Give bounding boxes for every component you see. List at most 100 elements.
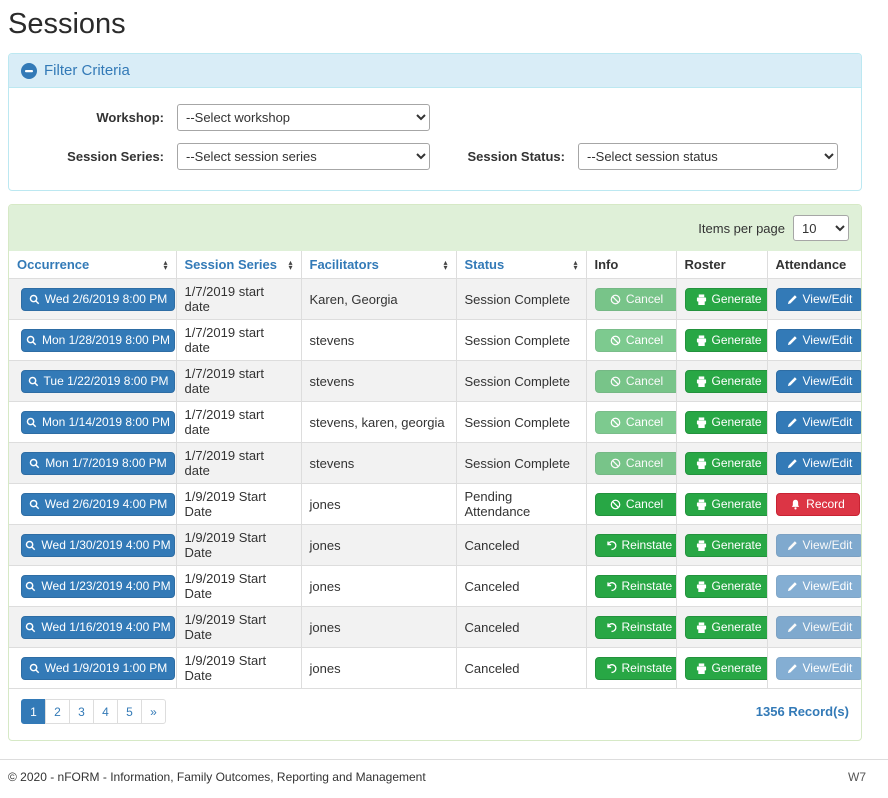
occurrence-button[interactable]: Mon 1/7/2019 8:00 PM (21, 451, 175, 475)
view-edit-button: View/Edit (775, 533, 861, 557)
page-button-5[interactable]: 5 (117, 699, 142, 724)
generate-button[interactable]: Generate (684, 615, 766, 639)
occurrence-button[interactable]: Tue 1/22/2019 8:00 PM (21, 369, 175, 393)
roster-cell: Generate (675, 401, 768, 443)
page-button-4[interactable]: 4 (93, 699, 118, 724)
occurrence-button[interactable]: Wed 2/6/2019 8:00 PM (21, 287, 175, 311)
ban-icon (610, 376, 621, 387)
generate-button[interactable]: Generate (684, 410, 766, 434)
occurrence-cell: Wed 1/9/2019 1:00 PM (9, 647, 177, 689)
column-header-status[interactable]: Status ▴ ▾ (455, 251, 587, 279)
occurrence-button[interactable]: Wed 2/6/2019 4:00 PM (21, 492, 175, 516)
sort-icon: ▴ ▾ (163, 257, 168, 272)
undo-icon (606, 622, 617, 633)
items-per-page-select[interactable]: 10 (793, 215, 849, 241)
occurrence-button[interactable]: Wed 1/16/2019 4:00 PM (21, 615, 175, 639)
attendance-cell: Record (766, 483, 861, 525)
occurrence-cell: Tue 1/22/2019 8:00 PM (9, 360, 177, 402)
search-icon (29, 499, 40, 510)
filter-criteria-title: Filter Criteria (44, 62, 130, 79)
generate-button[interactable]: Generate (684, 533, 766, 557)
status-cell: Pending Attendance (455, 483, 587, 525)
generate-button[interactable]: Generate (684, 492, 766, 516)
record-button[interactable]: Record (775, 492, 860, 516)
info-cell: Cancel (585, 401, 677, 443)
column-header-session-series[interactable]: Session Series ▴ ▾ (175, 251, 302, 279)
session-series-cell: 1/7/2019 start date (175, 360, 302, 402)
info-cell: Reinstate (585, 606, 677, 648)
session-series-select[interactable]: --Select session series (177, 143, 430, 170)
attendance-cell: View/Edit (766, 360, 861, 402)
sort-icon: ▴ ▾ (288, 257, 293, 272)
reinstate-button[interactable]: Reinstate (594, 533, 675, 557)
session-series-cell: 1/9/2019 Start Date (175, 647, 302, 689)
printer-icon (696, 375, 707, 387)
printer-icon (696, 662, 707, 674)
occurrence-button[interactable]: Wed 1/9/2019 1:00 PM (21, 656, 175, 680)
occurrence-cell: Wed 2/6/2019 4:00 PM (9, 483, 177, 525)
undo-icon (606, 540, 617, 551)
roster-cell: Generate (675, 278, 768, 320)
filter-criteria-header[interactable]: Filter Criteria (9, 54, 861, 88)
page-title: Sessions (8, 8, 126, 40)
search-icon (29, 663, 40, 674)
column-header-occurrence[interactable]: Occurrence ▴ ▾ (9, 251, 177, 279)
page-button-3[interactable]: 3 (69, 699, 94, 724)
status-cell: Session Complete (455, 442, 587, 484)
generate-button[interactable]: Generate (684, 328, 766, 352)
view-edit-button[interactable]: View/Edit (775, 369, 861, 393)
reinstate-button[interactable]: Reinstate (594, 615, 675, 639)
attendance-cell: View/Edit (766, 524, 861, 566)
table-row: Wed 1/9/2019 1:00 PM 1/9/2019 Start Date j… (9, 647, 861, 689)
view-edit-button[interactable]: View/Edit (775, 328, 861, 352)
search-icon (25, 581, 36, 592)
table-row: Wed 2/6/2019 8:00 PM 1/7/2019 start date K… (9, 278, 861, 320)
generate-button[interactable]: Generate (684, 287, 766, 311)
occurrence-cell: Wed 1/23/2019 4:00 PM (9, 565, 177, 607)
minus-circle-icon (21, 62, 37, 79)
table-row: Mon 1/7/2019 8:00 PM 1/7/2019 start date s… (9, 442, 861, 484)
status-cell: Canceled (455, 565, 587, 607)
printer-icon (696, 580, 707, 592)
view-edit-button[interactable]: View/Edit (775, 451, 861, 475)
search-icon (25, 622, 36, 633)
facilitators-cell: jones (300, 647, 457, 689)
view-edit-button[interactable]: View/Edit (775, 410, 861, 434)
occurrence-button[interactable]: Wed 1/23/2019 4:00 PM (21, 574, 175, 598)
pagination: 1 2 3 4 5» (21, 699, 166, 724)
page-button-1[interactable]: 1 (21, 699, 46, 724)
view-edit-button[interactable]: View/Edit (775, 287, 861, 311)
page-button-2[interactable]: 2 (45, 699, 70, 724)
session-status-label: Session Status: (467, 149, 565, 164)
generate-button[interactable]: Generate (684, 451, 766, 475)
generate-button[interactable]: Generate (684, 369, 766, 393)
printer-icon (696, 539, 707, 551)
cancel-button: Cancel (594, 369, 675, 393)
attendance-cell: View/Edit (766, 647, 861, 689)
session-status-select[interactable]: --Select session status (578, 143, 838, 170)
next-pages-button[interactable]: » (141, 699, 166, 724)
session-series-cell: 1/9/2019 Start Date (175, 524, 302, 566)
attendance-cell: View/Edit (766, 319, 861, 361)
ban-icon (610, 499, 621, 510)
search-icon (29, 458, 40, 469)
workshop-select[interactable]: --Select workshop (177, 104, 430, 131)
search-icon (29, 294, 40, 305)
reinstate-button[interactable]: Reinstate (594, 574, 675, 598)
undo-icon (606, 581, 617, 592)
occurrence-button[interactable]: Mon 1/14/2019 8:00 PM (21, 410, 175, 434)
facilitators-cell: jones (300, 565, 457, 607)
occurrence-button[interactable]: Wed 1/30/2019 4:00 PM (21, 533, 175, 557)
generate-button[interactable]: Generate (684, 574, 766, 598)
occurrence-button[interactable]: Mon 1/28/2019 8:00 PM (21, 328, 175, 352)
cancel-button[interactable]: Cancel (594, 492, 675, 516)
column-header-facilitators[interactable]: Facilitators ▴ ▾ (300, 251, 457, 279)
status-cell: Canceled (455, 647, 587, 689)
pencil-icon (787, 335, 798, 346)
reinstate-button[interactable]: Reinstate (594, 656, 675, 680)
status-cell: Session Complete (455, 319, 587, 361)
bell-icon (790, 499, 801, 510)
table-row: Mon 1/14/2019 8:00 PM 1/7/2019 start date… (9, 401, 861, 443)
cancel-button: Cancel (594, 451, 675, 475)
generate-button[interactable]: Generate (684, 656, 766, 680)
